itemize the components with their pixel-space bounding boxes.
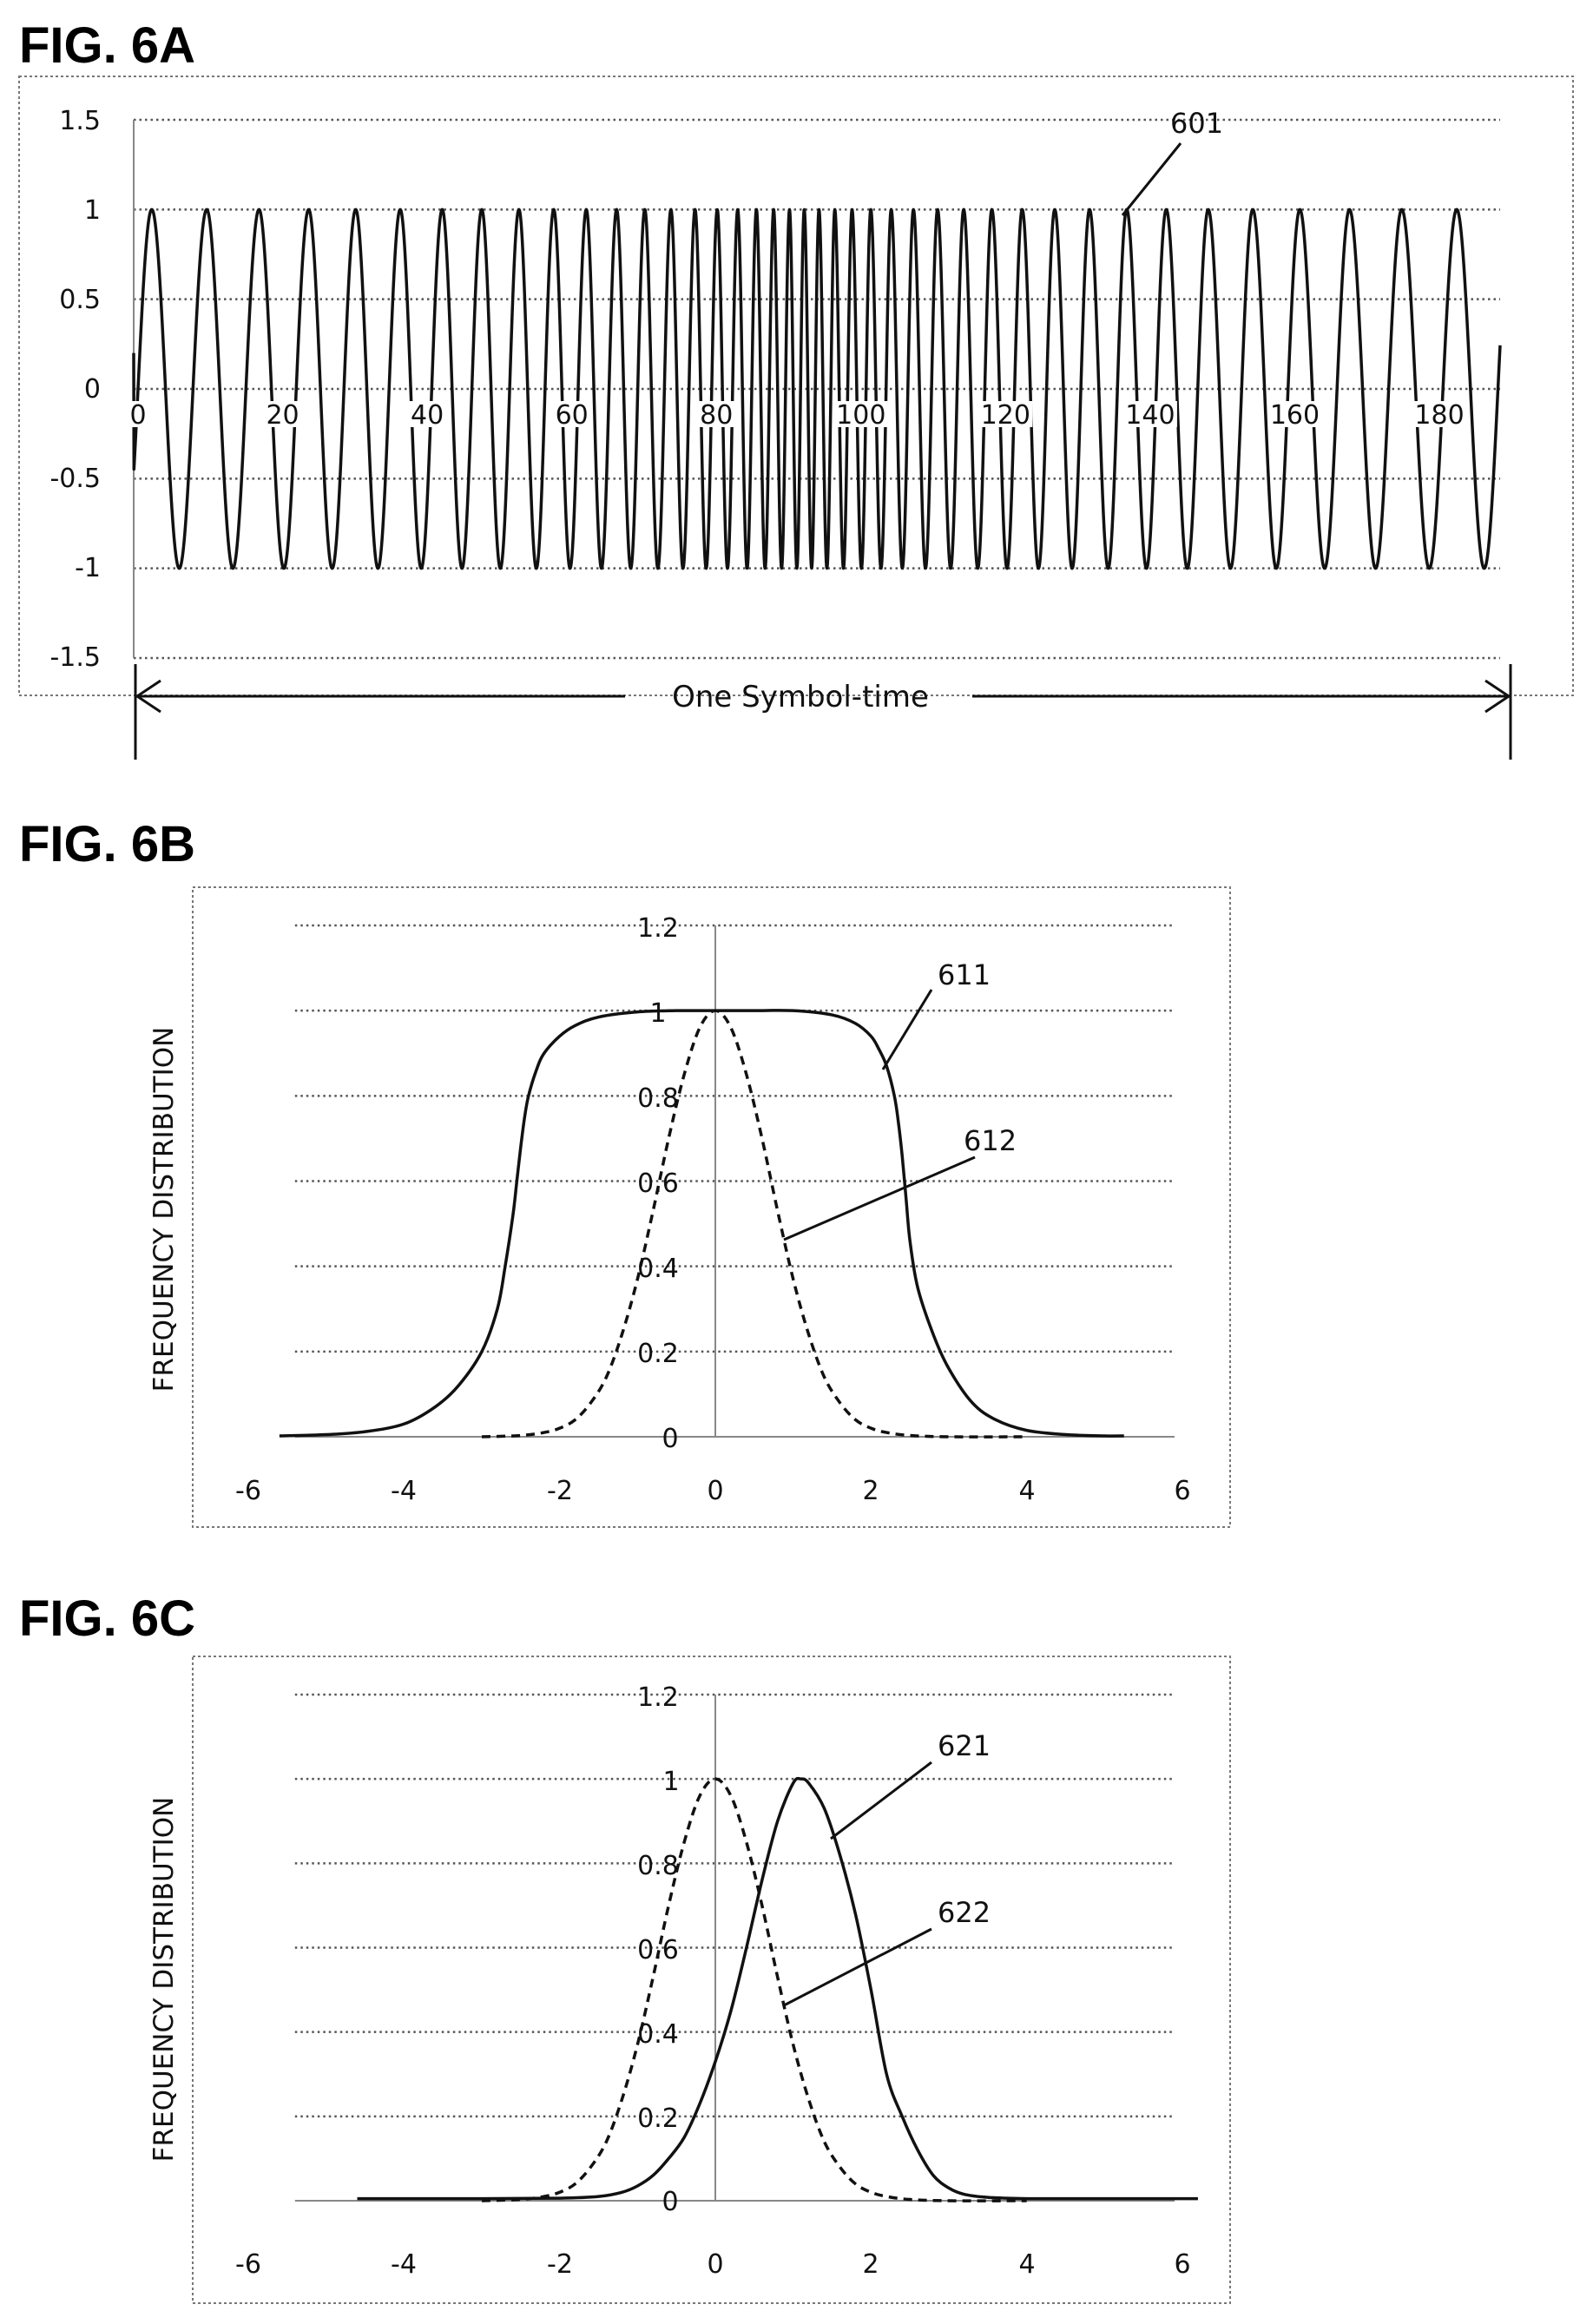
x-tick-label: 6 — [1174, 1476, 1190, 1506]
y-tick-label: 0 — [84, 374, 101, 405]
fig-6a-title: FIG. 6A — [19, 17, 195, 74]
x-tick-label: -2 — [547, 2249, 573, 2280]
leader-601 — [1121, 142, 1182, 216]
tick-label-bg — [978, 401, 1033, 427]
y-tick-label: 0.4 — [637, 1254, 679, 1284]
x-tick-label: 6 — [1174, 2249, 1190, 2280]
y-tick-label: 1 — [84, 195, 101, 226]
x-tick-label: 160 — [1270, 400, 1320, 431]
x-tick-label: 60 — [556, 400, 589, 431]
leader-621 — [830, 1761, 932, 1840]
fig-6a-y-tick-labels: 1.5 1 0.5 0 -0.5 -1 -1.5 — [49, 106, 101, 673]
x-tick-label: 4 — [1018, 1476, 1035, 1506]
span-right-arrowhead — [1484, 679, 1511, 714]
fig-6b-x-tick-labels: -6 -4 -2 0 2 4 6 — [235, 1476, 1191, 1506]
x-tick-label: -6 — [235, 1476, 261, 1506]
leader-612 — [783, 1155, 976, 1241]
symbol-time-label: One Symbol-time — [672, 680, 929, 714]
tick-label-bg — [833, 401, 888, 427]
tick-label-bg — [697, 401, 736, 427]
tick-label-bg — [1412, 401, 1467, 427]
x-tick-label: 140 — [1125, 400, 1175, 431]
series-622-line — [481, 1777, 1027, 2202]
x-tick-label: -2 — [547, 1476, 573, 1506]
x-tick-label: 120 — [981, 400, 1030, 431]
x-tick-label: -4 — [391, 1476, 417, 1506]
fig-6b-gridlines — [294, 924, 1175, 1438]
fig-6c-ylabel: FREQUENCY DISTRIBUTION — [148, 1797, 180, 2163]
x-tick-label: 80 — [700, 400, 733, 431]
y-tick-label: 0.8 — [637, 1083, 679, 1114]
fig-6b-series — [279, 1009, 1124, 1439]
y-tick-label: 0.2 — [637, 2103, 679, 2134]
fig-6a-gridlines — [133, 118, 1500, 660]
y-tick-label: 0.4 — [637, 2019, 679, 2050]
fig-6c-y-tick-labels: 1.2 1 0.8 0.6 0.4 0.2 0 — [637, 1682, 679, 2217]
y-tick-label: -0.5 — [49, 464, 101, 494]
y-tick-label: 0.5 — [59, 285, 101, 315]
series-601-line — [132, 207, 1502, 570]
ref-621: 621 — [938, 1729, 991, 1762]
x-tick-label: 100 — [836, 400, 885, 431]
x-tick-label: 0 — [129, 400, 146, 431]
series-621-line — [357, 1776, 1198, 2201]
y-tick-label: -1.5 — [49, 642, 101, 673]
y-tick-label: 0 — [662, 2187, 678, 2217]
fig-6c: FIG. 6C FREQUENCY DISTRIBUTION 1.2 1 0.8… — [19, 1590, 1231, 2304]
y-tick-label: 0.6 — [637, 1169, 679, 1199]
tick-label-bg — [127, 401, 149, 427]
ref-622: 622 — [938, 1896, 991, 1929]
fig-6b-frame — [192, 886, 1231, 1528]
ref-601: 601 — [1170, 107, 1223, 140]
x-tick-label: 4 — [1018, 2249, 1035, 2280]
fig-6a-x-tick-labels: 0 20 40 60 80 100 120 140 160 180 — [127, 400, 1467, 431]
ref-611: 611 — [938, 958, 991, 991]
tick-label-bg — [552, 401, 591, 427]
x-tick-label: 40 — [411, 400, 444, 431]
y-tick-label: 1 — [649, 998, 666, 1029]
series-612-line — [481, 1009, 1027, 1439]
leader-611 — [881, 989, 933, 1070]
y-tick-label: 0.2 — [637, 1339, 679, 1369]
fig-6c-gridlines — [294, 1693, 1175, 2202]
fig-6b-title: FIG. 6B — [19, 816, 195, 872]
fig-6a-series — [132, 207, 1502, 570]
tick-label-bg — [1122, 401, 1177, 427]
fig-6b: FIG. 6B FREQUENCY DISTRIBUTION 1.2 1 0.8… — [19, 816, 1231, 1528]
tick-label-bg — [408, 401, 447, 427]
y-tick-label: 1.2 — [637, 913, 679, 944]
y-tick-label: -1 — [75, 553, 101, 583]
y-tick-label: 1.5 — [59, 106, 101, 136]
ref-612: 612 — [964, 1124, 1017, 1157]
fig-6c-series — [357, 1776, 1198, 2202]
leader-622 — [783, 1927, 932, 2007]
x-tick-label: 180 — [1414, 400, 1464, 431]
fig-6c-frame — [192, 1656, 1231, 2304]
fig-6a-frame — [18, 76, 1574, 696]
x-tick-label: -6 — [235, 2249, 261, 2280]
y-tick-label: 1 — [662, 1767, 679, 1797]
fig-6c-x-tick-labels: -6 -4 -2 0 2 4 6 — [235, 2249, 1191, 2280]
fig-6a: FIG. 6A 1.5 1 0.5 0 -0.5 -1 -1.5 0 20 40 60… — [18, 17, 1574, 760]
x-tick-label: 0 — [707, 1476, 723, 1506]
tick-label-bg — [263, 401, 302, 427]
span-left-arrowhead — [135, 679, 161, 714]
y-tick-label: 0.8 — [637, 1851, 679, 1881]
tick-label-bg — [1267, 401, 1322, 427]
fig-6b-y-tick-labels: 1.2 1 0.8 0.6 0.4 0.2 0 — [637, 913, 679, 1454]
fig-6b-ylabel: FREQUENCY DISTRIBUTION — [148, 1027, 180, 1392]
y-tick-label: 1.2 — [637, 1682, 679, 1713]
x-tick-label: 0 — [707, 2249, 723, 2280]
series-611-line — [279, 1009, 1124, 1438]
x-tick-label: 20 — [266, 400, 299, 431]
x-tick-label: 2 — [862, 2249, 879, 2280]
x-tick-label: 2 — [862, 1476, 879, 1506]
symbol-time-span: One Symbol-time — [134, 664, 1512, 760]
fig-6c-title: FIG. 6C — [19, 1590, 195, 1647]
x-tick-label: -4 — [391, 2249, 417, 2280]
y-tick-label: 0 — [662, 1424, 678, 1454]
y-tick-label: 0.6 — [637, 1935, 679, 1965]
